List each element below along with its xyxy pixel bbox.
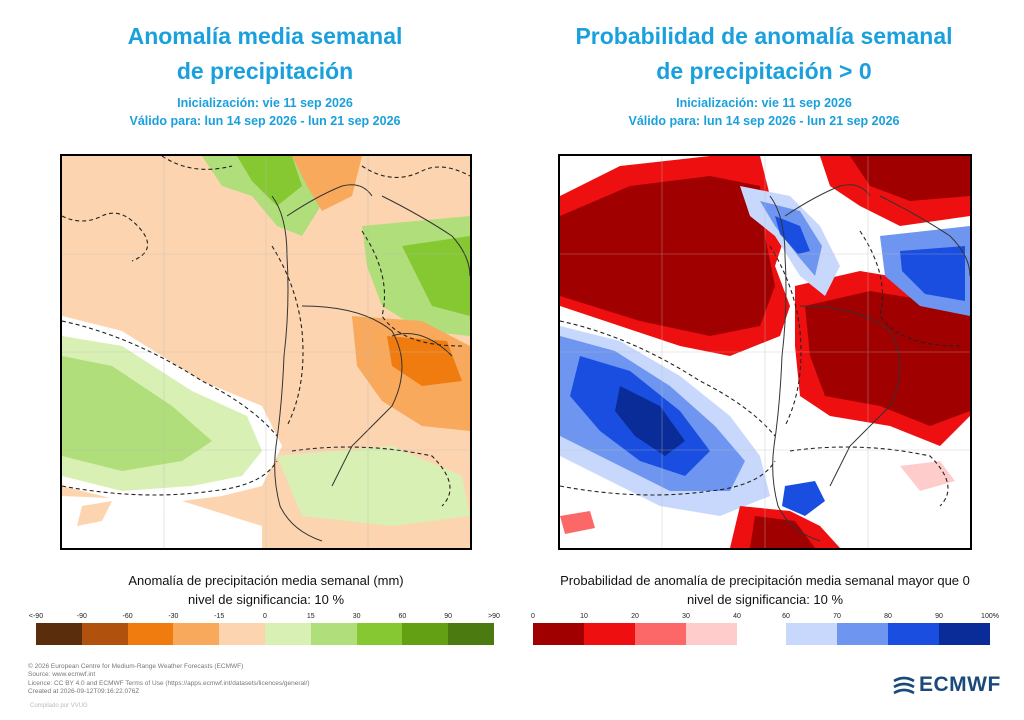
right-colorbar-low-swatch xyxy=(686,623,737,645)
left-valid-range: Válido para: lun 14 sep 2026 - lun 21 se… xyxy=(129,114,401,128)
right-probability-map xyxy=(558,154,972,550)
right-colorbar-high-swatch xyxy=(786,623,837,645)
left-colorbar-swatch xyxy=(310,623,357,645)
left-colorbar-tick-label: 15 xyxy=(306,613,315,620)
footer-source: Source: www.ecmwf.int xyxy=(28,671,96,679)
right-colorbar-low-swatch xyxy=(533,623,584,645)
left-colorbar-tick-label: -60 xyxy=(122,613,133,620)
right-colorbar-low-tick-label: 10 xyxy=(580,613,588,620)
right-colorbar-high-swatch xyxy=(888,623,939,645)
right-caption: Probabilidad de anomalía de precipitació… xyxy=(560,573,970,588)
left-init-date: Inicialización: vie 11 sep 2026 xyxy=(177,96,353,110)
left-colorbar-tick-label: 60 xyxy=(398,613,407,620)
ecmwf-logo-icon xyxy=(893,676,915,695)
left-colorbar-tick-label: -90 xyxy=(76,613,87,620)
right-colorbar-high-tick-label: 80 xyxy=(884,613,892,620)
left-colorbar-swatch xyxy=(448,623,494,645)
right-title-line1: Probabilidad de anomalía semanal xyxy=(575,23,953,49)
right-colorbar-high-ticks: 60 70 80 90 100% xyxy=(782,613,999,623)
left-title-line1: Anomalía media semanal xyxy=(127,23,403,49)
left-colorbar-swatch xyxy=(81,623,128,645)
left-title-line2: de precipitación xyxy=(176,58,354,84)
right-colorbar-low xyxy=(533,623,737,645)
left-colorbar-swatch xyxy=(36,623,82,645)
left-colorbar-tick-label: 0 xyxy=(263,613,267,620)
left-colorbar-tick-label: >90 xyxy=(488,613,500,620)
right-colorbar-high xyxy=(786,623,990,645)
left-colorbar-swatch xyxy=(127,623,174,645)
left-colorbar-swatch xyxy=(173,623,220,645)
footer-credits: © 2026 European Centre for Medium-Range … xyxy=(28,663,310,696)
left-colorbar-ticks: <-90 -90 -60 -30 -15 0 15 30 60 90 >90 xyxy=(29,613,500,623)
left-colorbar-tick-label: 30 xyxy=(352,613,361,620)
right-colorbar-low-swatch xyxy=(635,623,686,645)
right-colorbar-low-tick-label: 0 xyxy=(531,613,535,620)
left-colorbar-tick-label: <-90 xyxy=(28,613,44,620)
left-colorbar-tick-label: 90 xyxy=(444,613,453,620)
footer-licence: Licence: CC BY 4.0 and ECMWF Terms of Us… xyxy=(28,679,310,687)
left-colorbar-swatch xyxy=(402,623,449,645)
ecmwf-logo[interactable]: ECMWF xyxy=(892,673,1001,697)
left-colorbar-swatch xyxy=(264,623,311,645)
left-colorbar-swatch xyxy=(356,623,403,645)
right-colorbar-high-tick-label: 100% xyxy=(981,613,999,620)
right-title-line2: de precipitación > 0 xyxy=(656,58,872,84)
right-init-date: Inicialización: vie 11 sep 2026 xyxy=(676,96,852,110)
left-anomaly-map xyxy=(60,154,472,550)
right-colorbar-high-swatch xyxy=(939,623,990,645)
compiled-by: Compilado por VVUG xyxy=(30,703,88,709)
ecmwf-logo-text: ECMWF xyxy=(919,673,1001,696)
right-significance: nivel de significancia: 10 % xyxy=(686,592,844,607)
left-significance: nivel de significancia: 10 % xyxy=(187,592,345,607)
left-colorbar-swatch xyxy=(219,623,265,645)
left-colorbar-tick-label: -15 xyxy=(214,613,225,620)
right-colorbar-high-tick-label: 60 xyxy=(782,613,790,620)
right-colorbar-low-ticks: 0 10 20 30 40 xyxy=(531,613,741,623)
left-colorbar-tick-label: -30 xyxy=(168,613,179,620)
right-colorbar-high-tick-label: 70 xyxy=(833,613,841,620)
left-colorbar xyxy=(36,623,494,645)
right-colorbar-low-tick-label: 40 xyxy=(733,613,741,620)
right-valid-range: Válido para: lun 14 sep 2026 - lun 21 se… xyxy=(628,114,900,128)
left-caption: Anomalía de precipitación media semanal … xyxy=(128,573,404,588)
right-colorbar-low-tick-label: 30 xyxy=(682,613,690,620)
footer-created: Created at 2026-09-12T09:16:22.076Z xyxy=(28,687,140,695)
right-colorbar-low-tick-label: 20 xyxy=(631,613,639,620)
right-colorbar-low-swatch xyxy=(584,623,635,645)
right-colorbar-high-tick-label: 90 xyxy=(935,613,943,620)
footer-copyright: © 2026 European Centre for Medium-Range … xyxy=(28,663,244,670)
right-colorbar-high-swatch xyxy=(837,623,888,645)
